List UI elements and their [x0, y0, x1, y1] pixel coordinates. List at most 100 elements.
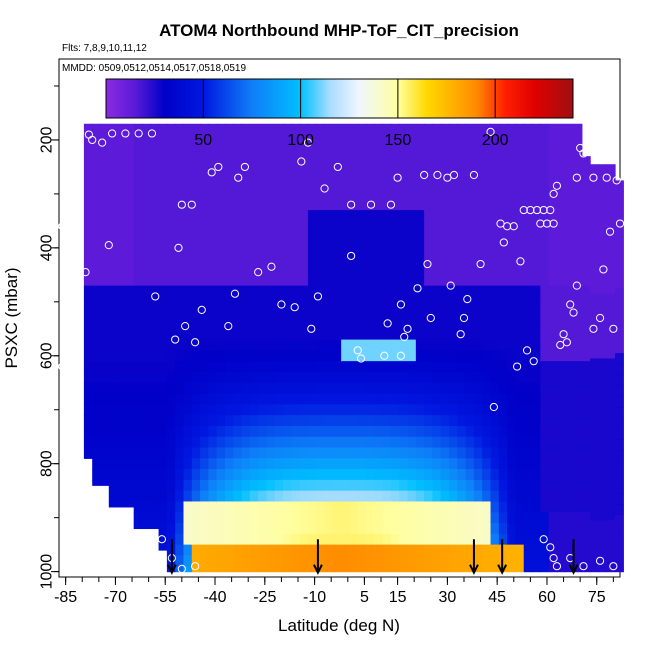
heatmap-cell: [473, 544, 483, 557]
heatmap-cell: [565, 469, 575, 481]
heatmap-cell: [233, 447, 243, 459]
heatmap-cell: [482, 339, 492, 351]
heatmap-cell: [316, 382, 326, 395]
heatmap-cell: [200, 253, 209, 265]
heatmap-cell: [166, 371, 176, 384]
heatmap-cell: [523, 361, 533, 373]
sample-point: [526, 205, 535, 215]
heatmap-cell: [606, 175, 616, 187]
heatmap-cell: [432, 361, 442, 373]
heatmap-cell: [565, 533, 575, 546]
heatmap-cell: [573, 393, 583, 405]
heatmap-cell: [307, 436, 317, 449]
heatmap-cell: [266, 523, 276, 535]
heatmap-cell: [183, 544, 193, 557]
heatmap-cell: [573, 134, 583, 146]
heatmap-cell: [183, 404, 193, 416]
heatmap-cell: [191, 404, 201, 416]
heatmap-cell: [224, 490, 234, 503]
heatmap-cell: [208, 296, 218, 308]
heatmap-cell: [100, 361, 110, 373]
heatmap-cell: [615, 223, 624, 235]
heatmap-cell: [606, 455, 616, 467]
heatmap-cell: [208, 328, 218, 341]
heatmap-cell: [581, 350, 591, 362]
heatmap-cell: [150, 296, 160, 308]
heatmap-cell: [274, 123, 284, 136]
heatmap-cell: [548, 479, 558, 492]
heatmap-cell: [590, 250, 600, 262]
heatmap-cell: [266, 318, 276, 330]
heatmap-cell: [183, 458, 193, 470]
heatmap-cell: [208, 220, 218, 233]
heatmap-cell: [216, 318, 226, 330]
heatmap-cell: [266, 285, 276, 298]
heatmap-cell: [374, 199, 384, 211]
heatmap-cell: [482, 285, 492, 298]
heatmap-cell: [540, 361, 550, 373]
heatmap-cell: [166, 382, 176, 395]
heatmap-cell: [108, 264, 118, 276]
heatmap-cell: [523, 469, 533, 481]
heatmap-cell: [457, 458, 467, 470]
heatmap-cell: [590, 272, 600, 284]
heatmap-cell: [133, 210, 143, 222]
heatmap-cell: [125, 274, 135, 287]
heatmap-cell: [565, 425, 575, 438]
heatmap-cell: [415, 156, 425, 168]
heatmap-cell: [399, 425, 409, 438]
heatmap-cell: [108, 145, 118, 157]
heatmap-cell: [324, 307, 334, 319]
heatmap-cell: [117, 210, 126, 222]
heatmap-cell: [565, 415, 575, 427]
heatmap-cell: [615, 266, 624, 279]
heatmap-cell: [274, 566, 284, 573]
heatmap-cell: [382, 479, 392, 492]
heatmap-cell: [357, 339, 367, 351]
heatmap-cell: [482, 393, 492, 405]
heatmap-cell: [92, 166, 102, 179]
heatmap-cell: [258, 145, 268, 157]
heatmap-cell: [507, 479, 517, 492]
sample-point: [356, 354, 366, 363]
heatmap-cell: [141, 501, 151, 513]
heatmap-cell: [590, 196, 600, 208]
heatmap-cell: [374, 393, 384, 405]
heatmap-cell: [283, 382, 292, 395]
heatmap-cell: [532, 177, 541, 190]
heatmap-cell: [424, 469, 434, 481]
heatmap-cell: [307, 166, 317, 179]
heatmap-cell: [332, 361, 342, 373]
heatmap-cell: [291, 166, 301, 179]
heatmap-cell: [465, 134, 475, 146]
heatmap-cell: [565, 145, 575, 157]
heatmap-cell: [349, 566, 359, 573]
heatmap-cell: [366, 210, 375, 222]
heatmap-cell: [598, 164, 608, 176]
heatmap-cell: [141, 188, 151, 200]
heatmap-cell: [465, 371, 475, 384]
heatmap-cell: [415, 523, 425, 535]
heatmap-cell: [615, 353, 624, 365]
heatmap-cell: [125, 134, 135, 146]
heatmap-cell: [565, 404, 575, 416]
colorbar-tick-label: 100: [287, 132, 314, 149]
heatmap-cell: [540, 490, 550, 503]
heatmap-cell: [133, 469, 143, 481]
heatmap-cell: [415, 318, 425, 330]
heatmap-cell: [200, 425, 209, 438]
y-tick-label: 200: [39, 126, 56, 153]
heatmap-cell: [341, 285, 351, 298]
heatmap-cell: [133, 318, 143, 330]
heatmap-cell: [565, 566, 575, 573]
heatmap-cell: [249, 533, 259, 546]
heatmap-cell: [449, 350, 458, 362]
heatmap-cell: [357, 544, 367, 557]
heatmap-cell: [224, 307, 234, 319]
heatmap-cell: [316, 264, 326, 276]
heatmap-cell: [233, 425, 243, 438]
heatmap-cell: [216, 501, 226, 513]
heatmap-cell: [141, 512, 151, 524]
heatmap-cell: [473, 231, 483, 244]
heatmap-cell: [299, 523, 309, 535]
